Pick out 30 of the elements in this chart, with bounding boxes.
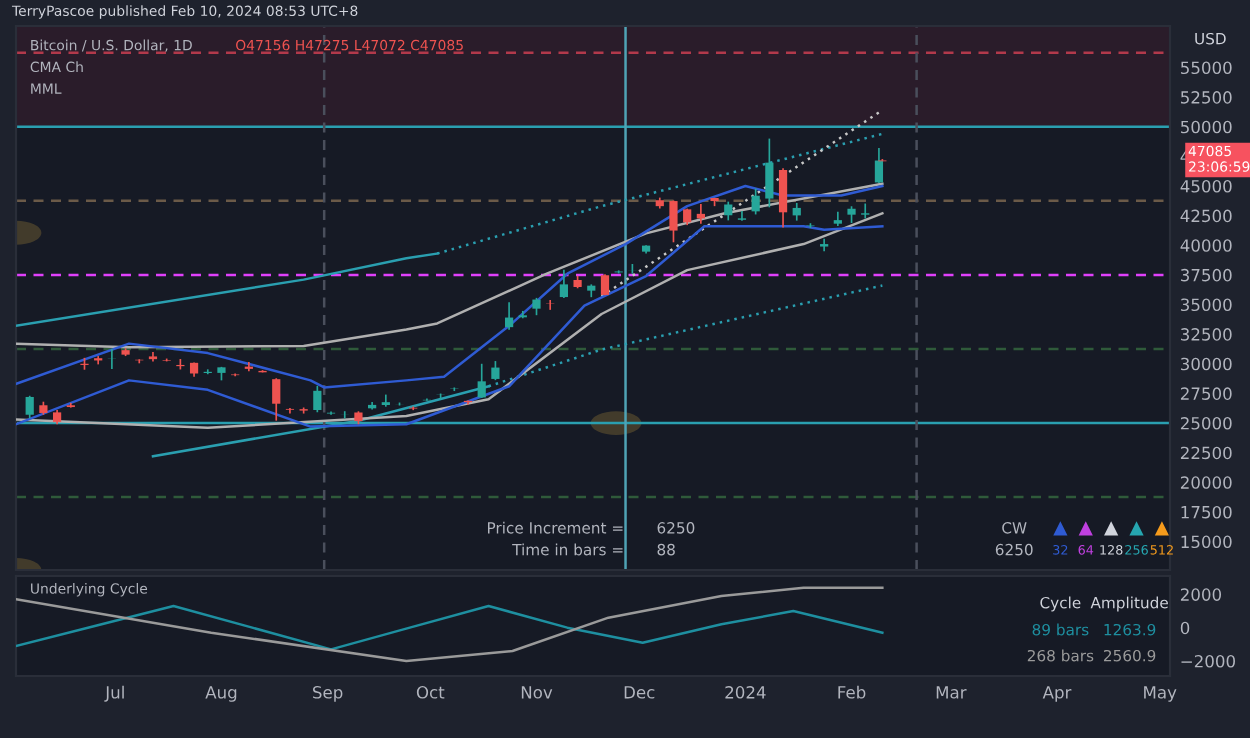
y-tick-label: 20000 bbox=[1180, 476, 1232, 489]
x-tick-label: Dec bbox=[624, 686, 655, 699]
y-tick-label: 32500 bbox=[1180, 328, 1232, 341]
y-tick-label: 45000 bbox=[1180, 179, 1232, 193]
x-tick-label: Mar bbox=[936, 686, 967, 699]
y-tick-label: 40000 bbox=[1180, 239, 1232, 252]
y-tick-label: 30000 bbox=[1180, 357, 1232, 371]
x-tick-label: Feb bbox=[838, 685, 866, 699]
x-tick-label: Aug bbox=[205, 686, 237, 702]
y-tick-label: −2000 bbox=[1181, 654, 1235, 668]
y-tick-label: 2000 bbox=[1180, 588, 1222, 601]
x-tick-label: Oct bbox=[416, 686, 445, 699]
y-tick-label: 15000 bbox=[1181, 535, 1232, 549]
x-tick-label: Nov bbox=[521, 686, 553, 699]
y-tick-label: 37500 bbox=[1180, 268, 1232, 282]
y-tick-label: 25000 bbox=[1180, 417, 1232, 430]
y-tick-label: 22500 bbox=[1180, 446, 1232, 460]
y-tick-label: 35000 bbox=[1180, 298, 1232, 312]
y-tick-label: 27500 bbox=[1180, 387, 1232, 400]
y-tick-label: 17500 bbox=[1181, 505, 1232, 519]
y-tick-label: 55000 bbox=[1181, 61, 1232, 75]
y-tick-label: 52500 bbox=[1181, 91, 1232, 104]
x-tick-label: Sep bbox=[313, 686, 343, 702]
y-tick-label: 42500 bbox=[1180, 209, 1232, 223]
x-tick-label: May bbox=[1144, 686, 1177, 702]
x-tick-label: 2024 bbox=[725, 686, 766, 699]
x-tick-label: Apr bbox=[1042, 686, 1072, 702]
y-tick-label: 0 bbox=[1180, 621, 1190, 635]
x-tick-label: Jul bbox=[104, 685, 124, 702]
y-tick-label: 50000 bbox=[1181, 120, 1232, 134]
